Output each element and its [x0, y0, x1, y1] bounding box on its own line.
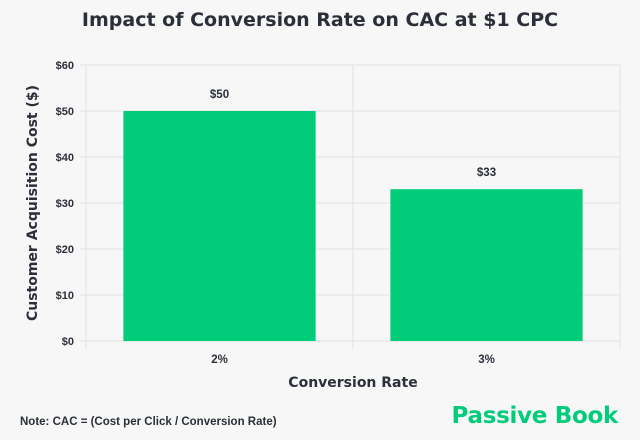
- y-tick-label: $40: [56, 152, 74, 164]
- y-tick-label: $60: [56, 60, 74, 72]
- bar: [390, 189, 583, 341]
- footnote: Note: CAC = (Cost per Click / Conversion…: [20, 416, 277, 428]
- y-tick-label: $0: [62, 336, 74, 348]
- x-tick-label: 2%: [211, 354, 228, 366]
- y-tick-label: $50: [56, 106, 74, 118]
- x-tick-label: 3%: [478, 354, 495, 366]
- y-tick-label: $30: [56, 198, 74, 210]
- chart-title: Impact of Conversion Rate on CAC at $1 C…: [81, 9, 559, 31]
- y-tick-label: $20: [56, 244, 74, 256]
- y-tick-label: $10: [56, 290, 74, 302]
- data-label: $33: [477, 167, 496, 179]
- bar: [123, 111, 316, 341]
- data-label: $50: [210, 89, 229, 101]
- y-axis-label: Customer Acquisition Cost ($): [25, 85, 41, 321]
- x-axis-label: Conversion Rate: [288, 375, 417, 391]
- brand-logo: Passive Book: [451, 403, 619, 429]
